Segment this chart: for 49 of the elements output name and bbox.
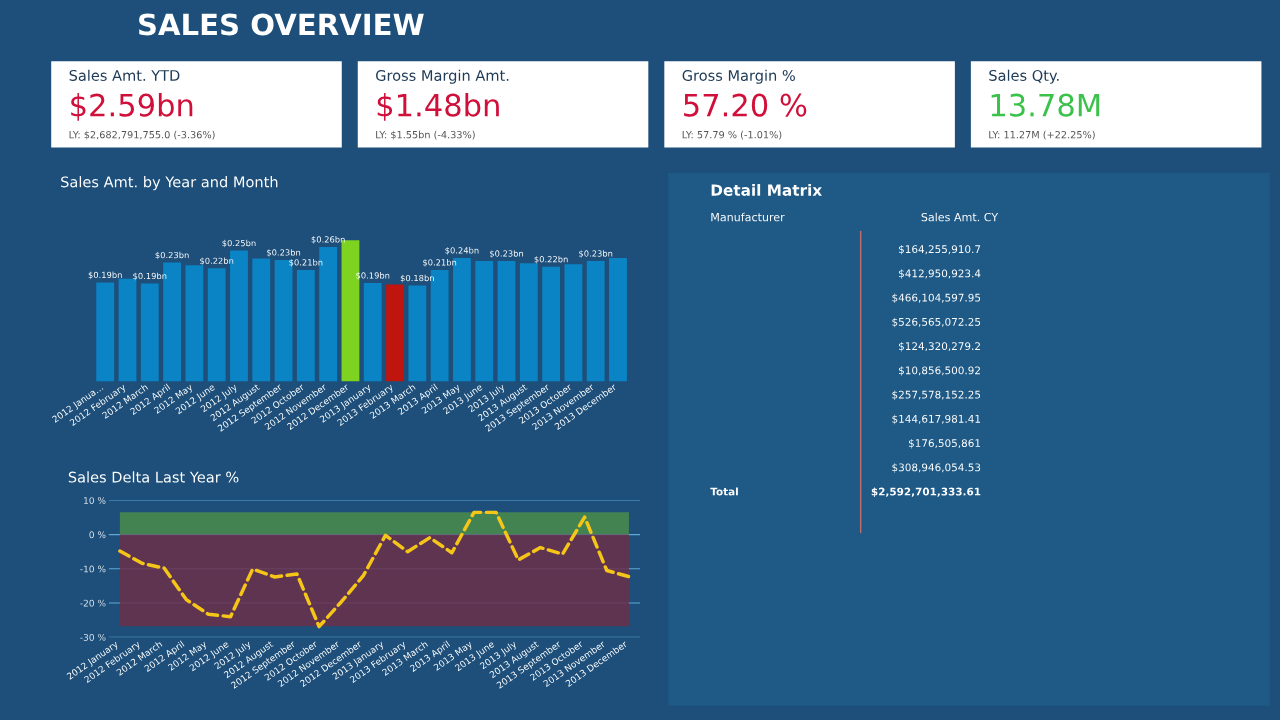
y-tick-label: 0 % bbox=[89, 531, 106, 539]
data-label: $0.23bn bbox=[579, 250, 613, 258]
text: $164,255,910.7 bbox=[899, 245, 981, 255]
text: $2,592,701,333.61 bbox=[871, 487, 981, 497]
text: $176,505,861 bbox=[908, 438, 981, 449]
text: Total bbox=[710, 487, 738, 496]
data-label: $0.24bn bbox=[445, 247, 479, 255]
data-label: $0.25bn bbox=[222, 239, 256, 248]
text: Manufacturer bbox=[711, 212, 785, 222]
text: Detail Matrix bbox=[711, 184, 822, 196]
text: Gross Margin % bbox=[682, 69, 795, 84]
y-tick-label: -20 % bbox=[80, 599, 106, 607]
chart-title: Sales Amt. by Year and Month bbox=[61, 176, 278, 191]
data-label: $0.22bn bbox=[200, 257, 234, 266]
text: $144,617,981.41 bbox=[892, 414, 981, 425]
text: $308,946,054.53 bbox=[892, 463, 981, 473]
text: LY: 11.27M (+22.25%) bbox=[989, 130, 1095, 140]
text: SALES OVERVIEW bbox=[139, 13, 424, 36]
text: 13.78M bbox=[991, 93, 1100, 117]
y-tick-label: -30 % bbox=[80, 633, 106, 641]
chart-title: Sales Delta Last Year % bbox=[68, 471, 239, 483]
data-label: $0.18bn bbox=[400, 274, 434, 283]
text: Sales Amt. CY bbox=[921, 212, 999, 222]
text: 57.20 % bbox=[684, 93, 807, 117]
text: Sales Qty. bbox=[989, 69, 1059, 84]
text: $412,950,923.4 bbox=[899, 269, 981, 279]
text: $124,320,279.2 bbox=[899, 341, 980, 352]
text: Gross Margin Amt. bbox=[376, 69, 509, 84]
y-tick-label: 10 % bbox=[84, 497, 106, 504]
data-label: $0.23bn bbox=[155, 251, 189, 260]
data-label: $0.23bn bbox=[490, 250, 524, 258]
text: LY: $2,682,791,755.0 (-3.36%) bbox=[69, 130, 215, 140]
text: $1.48bn bbox=[377, 93, 499, 121]
data-label: $0.21bn bbox=[289, 259, 323, 267]
text: $10,856,500.92 bbox=[899, 366, 980, 376]
text: $257,578,152.25 bbox=[892, 390, 981, 400]
data-label: $0.26bn bbox=[311, 236, 345, 244]
data-label: $0.22bn bbox=[534, 255, 568, 264]
text: Sales Amt. YTD bbox=[69, 69, 180, 81]
text: $2.59bn bbox=[71, 93, 193, 121]
data-label: $0.21bn bbox=[423, 259, 457, 267]
text: LY: $1.55bn (-4.33%) bbox=[376, 130, 475, 140]
data-label: $0.23bn bbox=[267, 249, 301, 257]
text: $526,565,072.25 bbox=[892, 317, 981, 328]
text: $466,104,597.95 bbox=[892, 293, 981, 303]
data-label: $0.19bn bbox=[133, 272, 167, 281]
data-label: $0.19bn bbox=[88, 271, 122, 280]
y-tick-label: -10 % bbox=[80, 565, 106, 573]
text: LY: 57.79 % (-1.01%) bbox=[682, 130, 782, 140]
